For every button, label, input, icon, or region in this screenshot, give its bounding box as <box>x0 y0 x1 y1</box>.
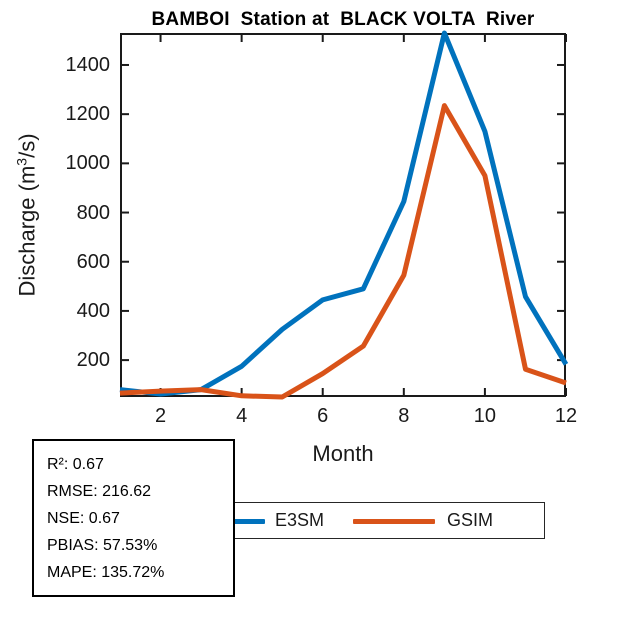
plot-area <box>119 30 569 400</box>
y-tick-label: 600 <box>76 250 110 273</box>
y-tick-label: 1200 <box>65 103 111 126</box>
legend-box: E3SM GSIM <box>202 502 545 539</box>
legend-item-e3sm: E3SM <box>275 509 325 530</box>
x-tick-label: 4 <box>236 405 248 427</box>
x-tick-label: 12 <box>554 405 578 427</box>
x-tick-label: 2 <box>154 405 167 427</box>
series-e3sm-line <box>119 30 569 397</box>
x-tick-label: 10 <box>473 405 497 427</box>
stat-line: R²: 0.67 <box>47 456 104 473</box>
stat-line: PBIAS: 57.53% <box>47 537 158 554</box>
chart-title: BAMBOI Station at BLACK VOLTA River <box>151 9 535 30</box>
plot-frame <box>120 33 566 397</box>
y-tick-label: 200 <box>76 349 110 372</box>
y-axis-label-text: Discharge (m <box>14 165 40 297</box>
y-axis-label-sup: 3 <box>13 157 30 166</box>
stat-line: RMSE: 216.62 <box>47 483 152 500</box>
e3sm-legend-line <box>209 519 265 524</box>
y-tick-label: 800 <box>76 201 110 224</box>
stats-box: R²: 0.67 RMSE: 216.62 NSE: 0.67 PBIAS: 57.5… <box>32 439 235 597</box>
x-tick-label: 8 <box>398 405 410 427</box>
stat-line: MAPE: 135.72% <box>47 564 165 581</box>
gsim-legend-line <box>353 519 435 524</box>
series-gsim-line <box>119 103 567 400</box>
y-tick-label: 1400 <box>65 53 111 76</box>
y-tick-label: 1000 <box>65 152 111 175</box>
x-tick-label: 6 <box>317 405 329 427</box>
stat-line: NSE: 0.67 <box>47 510 120 527</box>
x-axis-label: Month <box>312 441 374 466</box>
y-tick-label: 400 <box>76 299 110 322</box>
legend-item-gsim: GSIM <box>447 509 494 530</box>
